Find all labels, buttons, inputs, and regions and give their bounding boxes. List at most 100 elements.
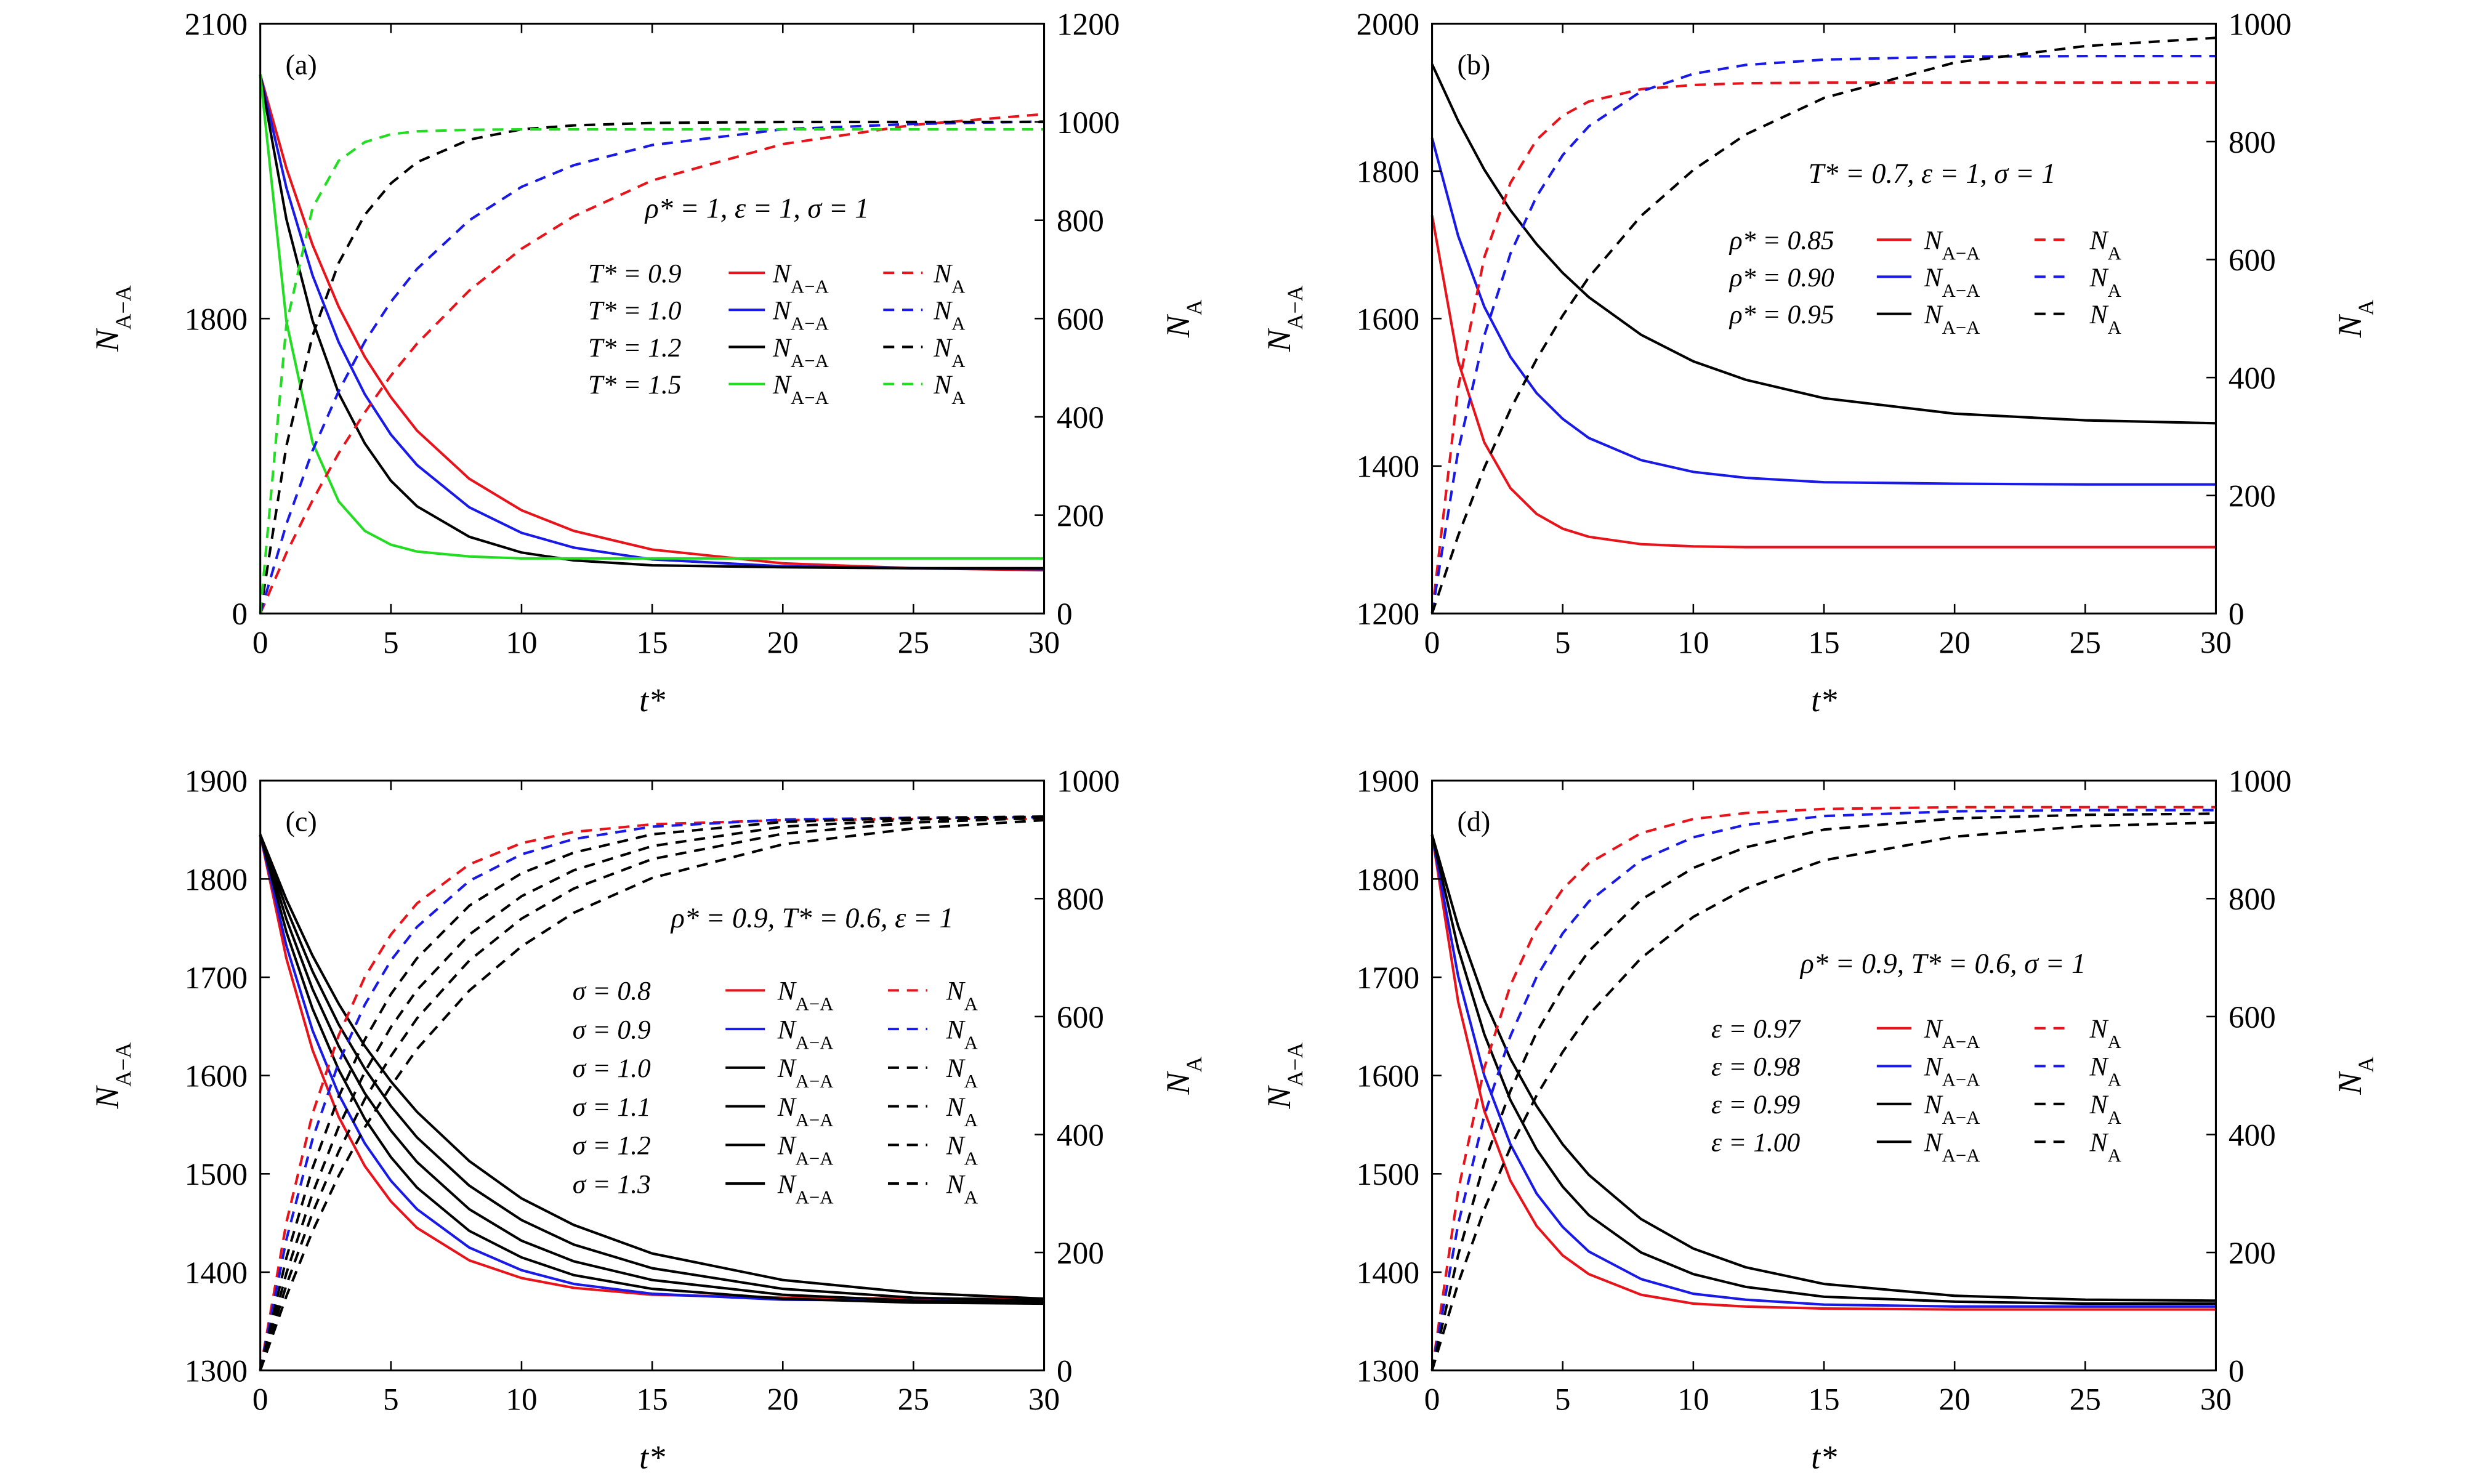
legend-solid-text-main: N: [1924, 1052, 1944, 1082]
legend-dashed-text: NA: [2089, 226, 2121, 264]
legend-solid-text-main: N: [1924, 300, 1944, 329]
legend-dashed-text-main: N: [946, 1092, 966, 1122]
legend-solid-text: NA−A: [772, 296, 829, 334]
solid-line: [259, 834, 1044, 1303]
legend-dashed-text-main: N: [933, 296, 953, 326]
panel: 0 5 10 15 20 25 30 1200 1400 1600 1800 2000 0 200 400 6…: [1261, 7, 2378, 719]
legend-solid-text: NA−A: [1924, 226, 1980, 264]
y-tick-label: 1800: [1357, 155, 1419, 190]
dashed-line: [1430, 809, 2216, 1371]
legend-dashed-text-sub: A: [2108, 1031, 2121, 1052]
legend-solid-text: NA−A: [777, 1054, 834, 1092]
legend-dashed-text-main: N: [2089, 1052, 2110, 1082]
legend-dashed-text: NA: [933, 370, 965, 408]
legend-dashed-text-sub: A: [964, 1110, 978, 1131]
legend-solid-text-sub: A−A: [796, 1148, 834, 1169]
legend-solid-text: NA−A: [1924, 1090, 1980, 1128]
x-tick-label: 10: [506, 625, 537, 660]
legend-solid-text-main: N: [777, 1131, 797, 1161]
y-tick-label: 1600: [185, 1059, 248, 1094]
legend-dashed-text: NA: [2089, 1090, 2121, 1128]
legend-dashed-text-main: N: [946, 977, 966, 1006]
x-tick-label: 25: [898, 625, 929, 660]
legend-dashed-text-sub: A: [2108, 243, 2121, 264]
y-tick-label: 1800: [185, 862, 248, 897]
y2-tick-label: 0: [1057, 597, 1073, 632]
legend-solid-text: NA−A: [1924, 1052, 1980, 1091]
legend-dashed-text: NA: [2089, 263, 2121, 301]
solid-line: [1430, 137, 2216, 486]
legend-dashed-text-main: N: [2089, 226, 2110, 256]
solid-line: [259, 834, 1044, 1301]
y2-tick-label: 400: [1057, 400, 1104, 435]
panel-label: (a): [286, 49, 317, 80]
legend-solid-text-main: N: [1924, 226, 1944, 256]
legend-dashed-text: NA: [946, 1131, 978, 1169]
legend-solid-text: NA−A: [777, 1092, 834, 1131]
dashed-line: [259, 816, 1044, 1371]
y2-axis-label: NA: [2331, 1057, 2378, 1095]
legend-solid-text-sub: A−A: [796, 1187, 834, 1208]
annotation: T* = 0.7, ε = 1, σ = 1: [1809, 158, 2056, 189]
y2-tick-label: 1000: [2229, 7, 2291, 42]
y-tick-label: 1600: [1357, 302, 1419, 337]
panel: 0 5 10 15 20 25 30 1300 1400 1500 1600 1700 1800 1900…: [1261, 764, 2378, 1476]
legend-solid-text: NA−A: [777, 977, 834, 1015]
legend-dashed-text-sub: A: [951, 387, 965, 408]
legend-solid-text-sub: A−A: [796, 1071, 834, 1092]
y2-tick-label: 800: [1057, 204, 1104, 239]
y2-tick-label: 800: [1057, 882, 1104, 917]
legend-dashed-text-main: N: [2089, 263, 2110, 292]
annotation: ρ* = 0.9, T* = 0.6, σ = 1: [1799, 948, 2086, 979]
y2-tick-label: 600: [1057, 1000, 1104, 1035]
y2-axis-label-sub: A: [1182, 299, 1206, 315]
legend-label: ρ* = 0.85: [1729, 226, 1834, 256]
legend-dashed-text: NA: [946, 1015, 978, 1053]
legend-dashed-text: NA: [946, 1169, 978, 1208]
dashed-line: [1430, 821, 2216, 1371]
legend-dashed-text-sub: A: [2108, 317, 2121, 338]
legend-solid-text: NA−A: [772, 259, 829, 297]
legend-dashed-text: NA: [946, 1054, 978, 1092]
legend-solid-text: NA−A: [777, 1131, 834, 1169]
legend-solid-text-sub: A−A: [791, 387, 829, 408]
dashed-line: [259, 817, 1044, 1371]
legend-solid-text-sub: A−A: [796, 1110, 834, 1131]
legend-solid-text-main: N: [777, 1092, 797, 1122]
legend-dashed-text-main: N: [2089, 1128, 2110, 1158]
y2-tick-label: 600: [1057, 302, 1104, 337]
legend-dashed-text: NA: [933, 333, 965, 371]
x-tick-label: 30: [1028, 1382, 1060, 1417]
legend-dashed-text: NA: [933, 259, 965, 297]
y2-tick-label: 1000: [1057, 764, 1120, 799]
legend-dashed-text-main: N: [946, 1015, 966, 1044]
legend-solid-text-main: N: [772, 370, 793, 400]
solid-line: [259, 834, 1044, 1302]
x-tick-label: 20: [1939, 1382, 1971, 1417]
legend-dashed-text-sub: A: [951, 350, 965, 371]
y-tick-label: 2100: [185, 7, 248, 42]
y2-tick-label: 600: [2229, 243, 2276, 278]
solid-line: [259, 74, 1044, 572]
panel-label: (b): [1458, 49, 1491, 80]
y-tick-label: 1400: [1357, 1256, 1419, 1291]
legend-dashed-text: NA: [2089, 300, 2121, 338]
x-tick-label: 5: [383, 625, 399, 660]
legend-dashed-text-sub: A: [964, 994, 978, 1015]
dashed-line: [1430, 805, 2216, 1371]
dashed-line: [259, 113, 1044, 615]
y-tick-label: 1800: [1357, 862, 1419, 897]
legend-dashed-text-main: N: [933, 370, 953, 400]
legend-label: ε = 0.98: [1711, 1052, 1801, 1082]
y2-axis-label-main: N: [2331, 1071, 2368, 1095]
legend-dashed-text-sub: A: [2108, 1107, 2121, 1128]
x-tick-label: 10: [506, 1382, 537, 1417]
x-tick-label: 25: [898, 1382, 929, 1417]
legend-solid-text: NA−A: [777, 1169, 834, 1208]
legend-dashed-text-main: N: [933, 333, 953, 363]
legend-dashed-text-main: N: [2089, 300, 2110, 329]
dashed-line: [259, 818, 1044, 1371]
legend-dashed-text-sub: A: [951, 276, 965, 297]
y2-tick-label: 600: [2229, 1000, 2276, 1035]
